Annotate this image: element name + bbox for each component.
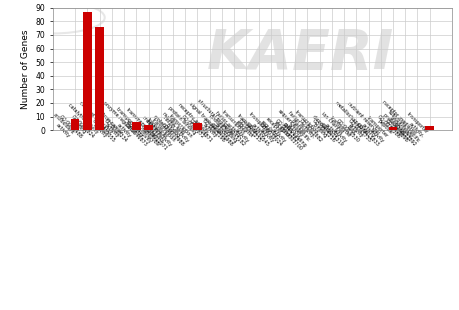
Bar — [83, 12, 92, 130]
Bar — [71, 119, 79, 130]
Bar — [389, 127, 397, 130]
Text: KAERI: KAERI — [207, 27, 394, 81]
Bar — [144, 125, 153, 130]
Bar — [95, 27, 104, 130]
Y-axis label: Number of Genes: Number of Genes — [21, 29, 30, 109]
Bar — [132, 122, 140, 130]
Bar — [425, 126, 434, 130]
Bar — [193, 123, 202, 130]
